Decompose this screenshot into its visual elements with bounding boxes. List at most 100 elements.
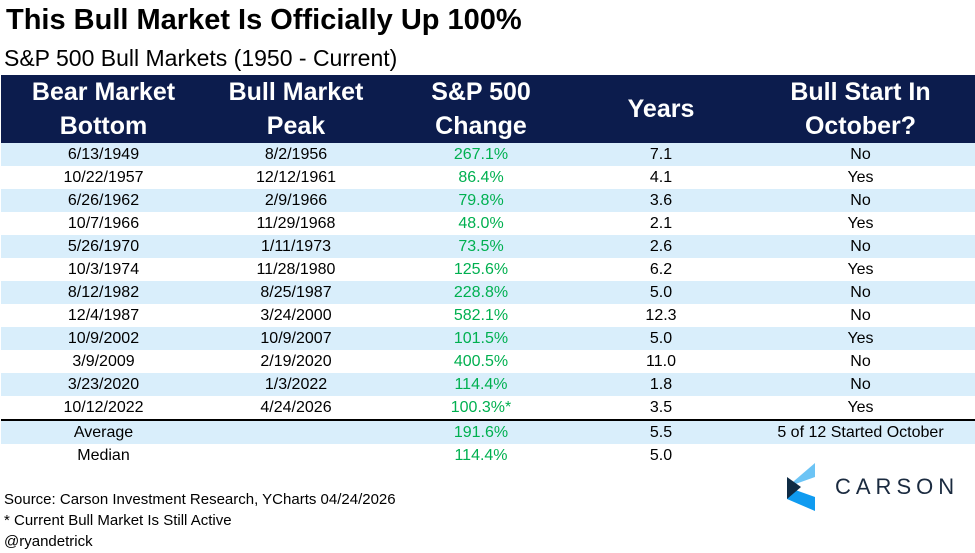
table-row: 10/7/1966 11/29/1968 48.0% 2.1 Yes [1,212,975,235]
column-header-line: Years [627,95,695,123]
table-cell: 8/12/1982 [1,281,206,304]
table-cell: 10/12/2022 [63,398,144,416]
table-cell: 3/9/2009 [72,352,135,370]
table-cell: No [746,189,975,212]
carson-logo: CARSON [787,463,959,511]
column-header-line: Bull Start In [790,78,931,106]
table-cell: 11/29/1968 [256,214,336,232]
table-cell: 12/12/1961 [255,168,337,186]
table-cell: 10/7/1966 [67,214,140,232]
table-cell: 8/25/1987 [206,281,386,304]
table-cell: 11.0 [646,352,676,370]
table-cell: 3.5 [649,398,673,416]
table-cell: 5.5 [576,419,746,444]
table-cell: 10/9/2007 [206,327,386,350]
table-cell: 6/26/1962 [1,189,206,212]
table-cell: 114.4% [454,446,508,464]
table-cell: 2.6 [576,235,746,258]
column-header-line: S&P 500 [431,78,531,106]
footer: Source: Carson Investment Research, YCha… [4,489,396,552]
table-cell: 582.1% [453,306,509,324]
column-header-line: Bottom [59,112,148,140]
column-header-line: Peak [266,112,326,140]
table-cell: 400.5% [453,352,509,370]
carson-logo-text: CARSON [835,474,960,499]
table-cell: 1/11/1973 [206,235,386,258]
carson-logo-icon [787,463,815,511]
table-row: 6/13/1949 8/2/1956 267.1% 7.1 No [1,143,975,166]
table-cell: 100.3%* [450,398,512,416]
chart-subtitle: S&P 500 Bull Markets (1950 - Current) [4,45,398,71]
column-header-line: Change [435,112,527,140]
table-cell: 5.0 [576,281,746,304]
table-cell: 8/2/1956 [206,143,386,166]
table-row: 10/3/1974 11/28/1980 125.6% 6.2 Yes [1,258,975,281]
table-cell: 101.5% [386,327,576,350]
table-cell: 5.0 [649,446,673,464]
table-row: 3/23/2020 1/3/2022 114.4% 1.8 No [1,373,975,396]
table-cell: 12/4/1987 [67,306,140,324]
table-cell: 125.6% [453,260,509,278]
active-note: * Current Bull Market Is Still Active [4,512,232,529]
table-cell: 2/9/1966 [206,189,386,212]
table-cell: Yes [847,260,874,278]
column-header-line: October? [804,112,917,140]
table-cell: 7.1 [576,143,746,166]
table-row: 10/9/2002 10/9/2007 101.5% 5.0 Yes [1,327,975,350]
table-cell: 5 of 12 Started October [746,419,975,444]
column-header-line: Bear Market [31,78,176,106]
column-header-line: Bull Market [228,78,364,106]
table-cell: 10/3/1974 [67,260,140,278]
table-cell: 48.0% [458,214,504,232]
table-cell: 6.2 [649,260,673,278]
table-cell: No [746,281,975,304]
table-cell: 5/26/1970 [1,235,206,258]
table-row: 5/26/1970 1/11/1973 73.5% 2.6 No [1,235,975,258]
table-cell: 4.1 [649,168,673,186]
table-cell: No [850,352,871,370]
table-row: 10/12/2022 4/24/2026 100.3%* 3.5 Yes [1,396,975,420]
table-cell: 3.6 [576,189,746,212]
table-row: 12/4/1987 3/24/2000 582.1% 12.3 No [1,304,975,327]
table-cell: 86.4% [458,168,504,186]
column-header: Bull Market Peak [206,75,386,143]
table-cell: Average [1,419,206,444]
table-cell: 4/24/2026 [260,398,332,416]
table-cell: 6/13/1949 [1,143,206,166]
table-row: 3/9/2009 2/19/2020 400.5% 11.0 No [1,350,975,373]
column-header: Bear Market Bottom [1,75,206,143]
table-cell: 114.4% [386,373,576,396]
table-cell: 1/3/2022 [206,373,386,396]
bull-markets-table: Bear Market Bottom Bull Market Peak S&P 500 C… [1,75,975,467]
table-cell: 12.3 [645,306,677,324]
source-note: Source: Carson Investment Research, YCha… [4,491,396,508]
table-cell: 3/23/2020 [1,373,206,396]
table-row: 6/26/1962 2/9/1966 79.8% 3.6 No [1,189,975,212]
table-cell: 191.6% [386,419,576,444]
author-handle: @ryandetrick [4,533,93,550]
column-header: S&P 500 Change [386,75,576,143]
table-cell: Median [77,446,130,464]
column-header: Years [576,75,746,143]
column-header: Bull Start In October? [746,75,975,143]
table-cell: 5.0 [576,327,746,350]
table-cell: 73.5% [386,235,576,258]
table-cell: 10/9/2002 [1,327,206,350]
table-cell: 10/22/1957 [63,168,144,186]
table-cell: No [746,373,975,396]
table-cell: 79.8% [386,189,576,212]
table-row: Median 114.4% 5.0 [1,444,975,467]
table-cell [206,419,386,444]
table-cell [206,444,386,467]
table-row: Average 191.6% 5.5 5 of 12 Started October [1,419,975,444]
table-cell: Yes [746,327,975,350]
table-cell: No [746,143,975,166]
table-cell: 3/24/2000 [260,306,332,324]
table-cell: No [850,306,871,324]
table-cell: Yes [847,214,874,232]
table-cell: 2/19/2020 [260,352,332,370]
table-cell: 1.8 [576,373,746,396]
chart-title: This Bull Market Is Officially Up 100% [6,4,522,36]
table-row: 10/22/1957 12/12/1961 86.4% 4.1 Yes [1,166,975,189]
table-cell: 2.1 [649,214,673,232]
